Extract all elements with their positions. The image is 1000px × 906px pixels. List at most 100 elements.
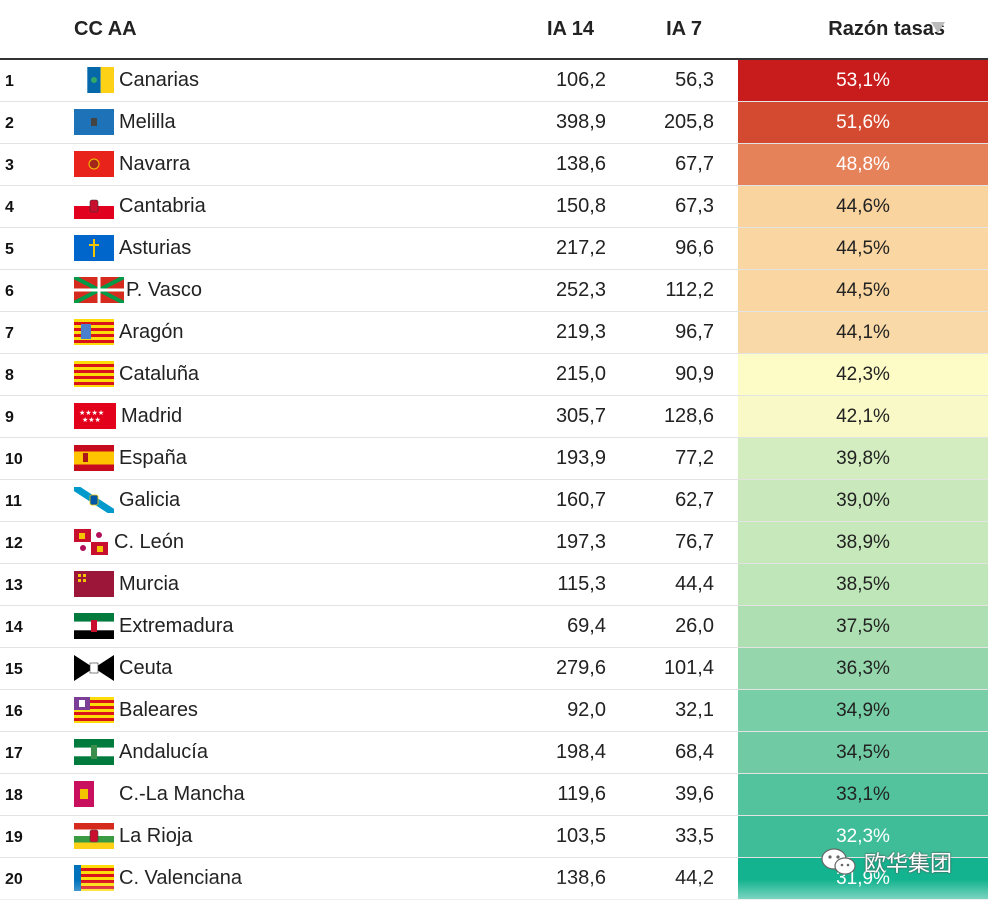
row-rank: 2: [5, 115, 14, 132]
table-row[interactable]: 6 P. Vasco 252,3 112,2 44,5%: [0, 270, 988, 312]
ia14-value: 160,7: [555, 489, 606, 511]
ia14-value: 219,3: [555, 321, 606, 343]
ia14-value: 193,9: [555, 447, 606, 469]
aragon-flag-icon: [74, 319, 114, 345]
ia7-value: 32,1: [675, 699, 714, 721]
ceuta-flag-icon: [74, 655, 114, 681]
row-rank: 4: [5, 199, 14, 216]
ratio-cell: 44,6%: [738, 186, 988, 227]
table-row[interactable]: 19 La Rioja 103,5 33,5 32,3%: [0, 816, 988, 858]
ia14-value: 197,3: [555, 531, 606, 553]
row-rank: 16: [5, 703, 23, 720]
table-row[interactable]: 8 Cataluña 215,0 90,9 42,3%: [0, 354, 988, 396]
cleon-flag-icon: [74, 529, 108, 555]
table-row[interactable]: 11 Galicia 160,7 62,7 39,0%: [0, 480, 988, 522]
ia7-value: 39,6: [675, 783, 714, 805]
table-row[interactable]: 10 España 193,9 77,2 39,8%: [0, 438, 988, 480]
ia7-value: 67,7: [675, 153, 714, 175]
row-rank: 9: [5, 409, 14, 426]
row-rank: 13: [5, 577, 23, 594]
larioja-flag-icon: [74, 823, 114, 849]
table-row[interactable]: 13 Murcia 115,3 44,4 38,5%: [0, 564, 988, 606]
table-row[interactable]: 14 Extremadura 69,4 26,0 37,5%: [0, 606, 988, 648]
row-rank: 5: [5, 241, 14, 258]
region-name: Extremadura: [119, 615, 234, 637]
madrid-flag-icon: ★★★★ ★★★: [74, 403, 116, 429]
canarias-flag-icon: [74, 67, 114, 93]
table-row[interactable]: 3 Navarra 138,6 67,7 48,8%: [0, 144, 988, 186]
header-ia14[interactable]: IA 14: [546, 18, 594, 40]
table-row[interactable]: 16 Baleares 92,0 32,1 34,9%: [0, 690, 988, 732]
ia14-value: 305,7: [555, 405, 606, 427]
baleares-flag-icon: [74, 697, 114, 723]
espana-flag-icon: [74, 445, 114, 471]
valenciana-flag-icon: [74, 865, 114, 891]
ratio-cell: 39,0%: [738, 480, 988, 521]
sort-descending-icon[interactable]: [931, 22, 945, 33]
row-rank: 1: [5, 73, 14, 90]
watermark: 欧华集团: [820, 842, 980, 882]
region-name: Cataluña: [119, 363, 200, 385]
ia7-value: 44,4: [675, 573, 714, 595]
table-row[interactable]: 12 C. León 197,3 76,7 38,9%: [0, 522, 988, 564]
row-rank: 11: [5, 493, 22, 510]
header-ccaa[interactable]: CC AA: [74, 18, 137, 40]
header-ia7[interactable]: IA 7: [666, 18, 702, 40]
ia7-value: 96,7: [675, 321, 714, 343]
ratio-cell: 44,1%: [738, 312, 988, 353]
table-row[interactable]: 2 Melilla 398,9 205,8 51,6%: [0, 102, 988, 144]
ia14-value: 279,6: [555, 657, 606, 679]
svg-text:★★★: ★★★: [82, 416, 101, 424]
table-row[interactable]: 7 Aragón 219,3 96,7 44,1%: [0, 312, 988, 354]
ia7-value: 26,0: [675, 615, 714, 637]
table-row[interactable]: 4 Cantabria 150,8 67,3 44,6%: [0, 186, 988, 228]
row-rank: 8: [5, 367, 14, 384]
row-rank: 6: [5, 283, 14, 300]
region-name: Melilla: [119, 111, 176, 133]
table-row[interactable]: 17 Andalucía 198,4 68,4 34,5%: [0, 732, 988, 774]
ia7-value: 101,4: [663, 657, 714, 679]
table-row[interactable]: 9 ★★★★ ★★★ Madrid 305,7 128,6 42,1%: [0, 396, 988, 438]
ratio-cell: 36,3%: [738, 648, 988, 689]
ratio-cell: 38,5%: [738, 564, 988, 605]
ratio-cell: 32,3%: [738, 816, 988, 857]
header-razon-tasas[interactable]: Razón tasas: [828, 18, 945, 40]
region-name: España: [119, 447, 187, 469]
region-name: Navarra: [119, 153, 191, 175]
ia14-value: 398,9: [555, 111, 606, 133]
ia7-value: 96,6: [675, 237, 714, 259]
region-name: La Rioja: [119, 825, 193, 847]
ratio-cell: 44,5%: [738, 270, 988, 311]
ratio-cell: 37,5%: [738, 606, 988, 647]
ia14-value: 69,4: [567, 615, 606, 637]
row-rank: 12: [5, 535, 23, 552]
ia7-value: 76,7: [675, 531, 714, 553]
row-rank: 7: [5, 325, 14, 342]
ia7-value: 68,4: [675, 741, 714, 763]
row-rank: 20: [5, 871, 23, 888]
ia7-value: 56,3: [675, 69, 714, 91]
watermark-text: 欧华集团: [864, 852, 953, 877]
table-row[interactable]: 18 C.-La Mancha 119,6 39,6 33,1%: [0, 774, 988, 816]
row-rank: 10: [5, 451, 23, 468]
ia14-value: 138,6: [555, 867, 606, 889]
asturias-flag-icon: [74, 235, 114, 261]
andalucia-flag-icon: [74, 739, 114, 765]
ratio-cell: 53,1%: [738, 60, 988, 101]
ia14-value: 115,3: [557, 573, 606, 595]
ia14-value: 92,0: [567, 699, 606, 721]
ratio-cell: 39,8%: [738, 438, 988, 479]
table-row[interactable]: 5 Asturias 217,2 96,6 44,5%: [0, 228, 988, 270]
svg-text:★★★★: ★★★★: [79, 409, 104, 417]
ia7-value: 90,9: [675, 363, 714, 385]
table-row[interactable]: 1 Canarias 106,2 56,3 53,1%: [0, 60, 988, 102]
navarra-flag-icon: [74, 151, 114, 177]
ia7-value: 77,2: [675, 447, 714, 469]
row-rank: 3: [5, 157, 14, 174]
vasco-flag-icon: [74, 277, 124, 303]
row-rank: 14: [5, 619, 23, 636]
table-row[interactable]: 15 Ceuta 279,6 101,4 36,3%: [0, 648, 988, 690]
region-name: Ceuta: [119, 657, 173, 679]
region-name: Baleares: [119, 699, 198, 721]
ratio-cell: 44,5%: [738, 228, 988, 269]
